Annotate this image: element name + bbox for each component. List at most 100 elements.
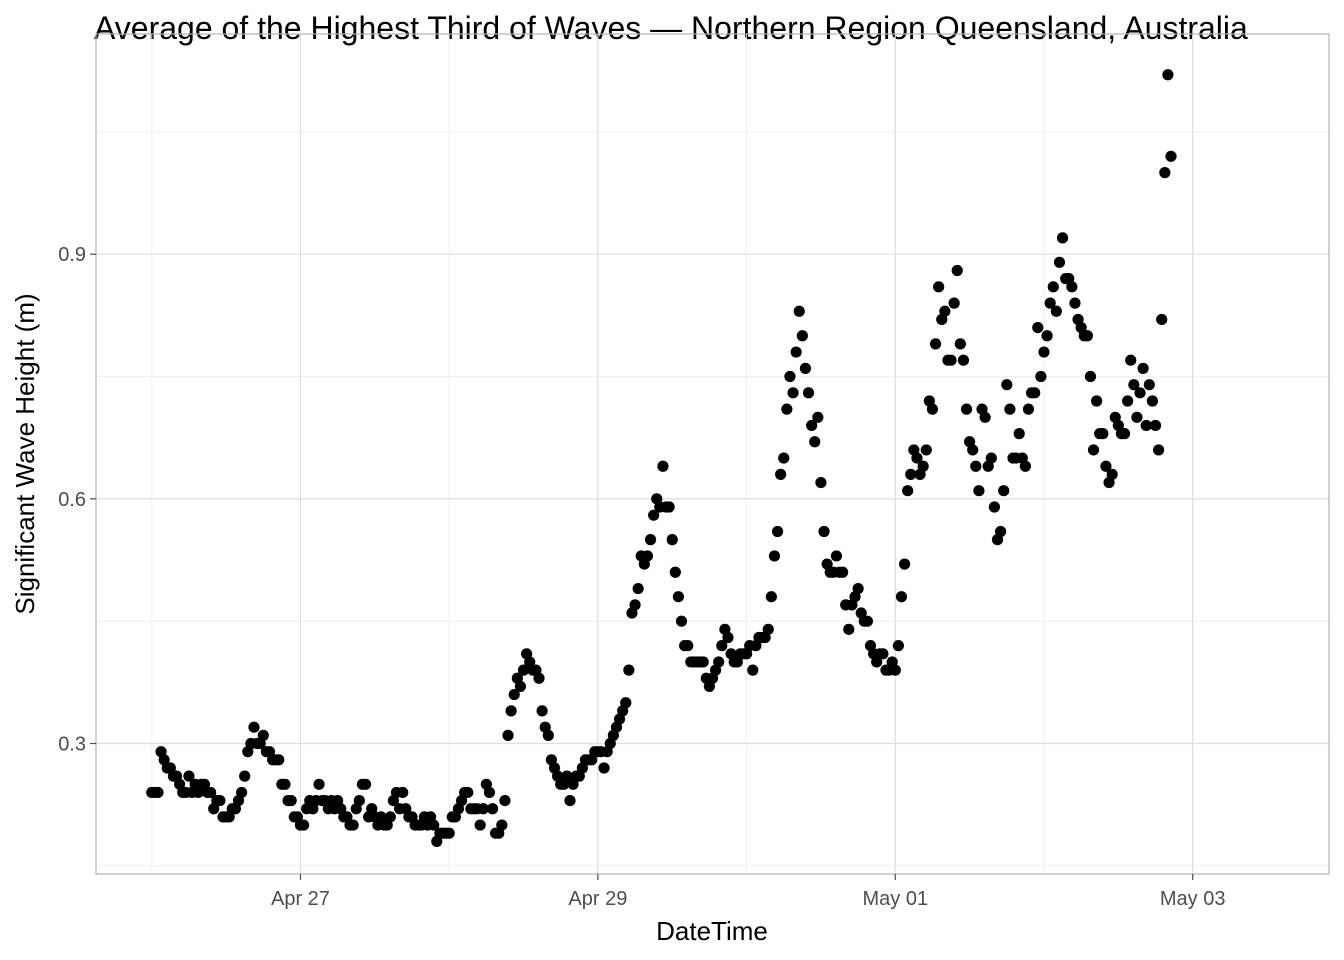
data-point (1143, 379, 1155, 391)
data-point (1156, 313, 1168, 326)
data-point (1053, 256, 1066, 268)
data-point (1013, 428, 1025, 440)
data-point (561, 770, 573, 782)
data-point (205, 786, 217, 799)
data-point (657, 460, 669, 472)
data-point (951, 264, 963, 277)
data-point (713, 656, 725, 668)
data-point (663, 501, 675, 513)
data-point (496, 819, 508, 831)
data-point (939, 305, 951, 317)
data-point (1084, 370, 1097, 383)
data-point (917, 460, 929, 472)
y-axis: 0.3 0.6 0.9 (58, 244, 96, 756)
data-points (146, 69, 1177, 847)
data-point (285, 795, 297, 807)
data-point (815, 476, 827, 489)
x-tick-label: May 03 (1160, 888, 1226, 910)
data-point (697, 656, 709, 668)
data-point (775, 468, 787, 480)
data-point (898, 558, 911, 570)
data-point (877, 648, 889, 660)
data-point (248, 721, 260, 733)
data-point (1165, 150, 1177, 162)
data-point (762, 623, 774, 635)
data-point (384, 811, 396, 823)
data-point (183, 770, 195, 782)
data-point (644, 534, 657, 546)
data-point (353, 795, 365, 807)
data-point (1032, 321, 1044, 334)
data-point (967, 444, 979, 456)
data-point (1035, 370, 1047, 383)
data-point (1081, 330, 1093, 342)
y-tick-label: 0.3 (58, 734, 86, 756)
data-point (843, 623, 855, 635)
data-point (641, 550, 654, 562)
data-point (359, 778, 372, 790)
data-point (973, 485, 985, 497)
data-point (933, 281, 945, 293)
data-point (1056, 232, 1069, 244)
data-point (1019, 460, 1031, 472)
data-point (830, 550, 843, 562)
data-point (598, 762, 610, 774)
data-point (672, 591, 685, 603)
data-point (902, 485, 914, 497)
data-point (1038, 346, 1050, 358)
data-point (771, 525, 784, 538)
plot-panel-border (95, 33, 1330, 875)
data-point (623, 664, 635, 676)
data-point (998, 485, 1010, 497)
data-point (929, 338, 942, 350)
x-tick-label: Apr 27 (271, 888, 330, 910)
data-point (861, 615, 874, 627)
data-point (905, 468, 917, 480)
data-point (533, 672, 545, 684)
data-point (784, 370, 796, 383)
data-point (1041, 330, 1053, 342)
data-point (806, 419, 818, 432)
data-point (347, 819, 359, 831)
data-point (985, 452, 997, 464)
x-axis-title: DateTime (656, 916, 768, 946)
data-point (214, 795, 226, 807)
data-point (1022, 403, 1035, 415)
data-point (483, 786, 496, 799)
data-point (802, 387, 815, 399)
data-point (920, 444, 932, 456)
data-point (837, 566, 849, 578)
data-point (892, 640, 904, 652)
data-point (979, 411, 991, 423)
data-point (675, 615, 688, 627)
data-point (988, 501, 1001, 513)
data-point (747, 664, 759, 676)
data-point (945, 354, 957, 366)
data-point (1134, 387, 1146, 399)
data-point (787, 387, 799, 399)
data-point (796, 330, 808, 342)
data-point (536, 705, 548, 717)
data-point (768, 550, 781, 562)
data-point (1097, 428, 1109, 440)
y-tick-label: 0.9 (58, 244, 86, 266)
data-point (1069, 297, 1081, 309)
data-point (477, 803, 489, 815)
data-point (781, 403, 793, 415)
data-point (793, 305, 805, 317)
data-point (1091, 395, 1103, 407)
data-point (1131, 411, 1143, 423)
x-tick-label: May 01 (862, 888, 928, 910)
data-point (1029, 387, 1041, 399)
data-point (1004, 403, 1016, 415)
y-tick-label: 0.6 (58, 489, 86, 511)
data-point (960, 403, 973, 415)
data-point (1153, 444, 1165, 456)
data-point (397, 786, 409, 799)
data-point (1137, 362, 1149, 374)
data-point (666, 534, 678, 546)
data-point (499, 795, 511, 807)
data-point (474, 819, 486, 831)
data-point (682, 640, 694, 652)
